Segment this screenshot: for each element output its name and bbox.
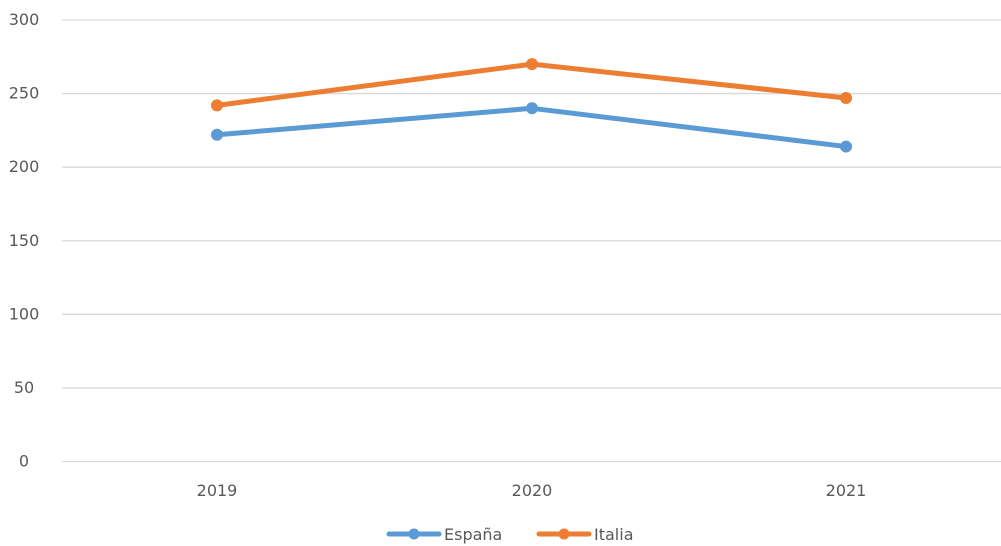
data-point: [840, 140, 852, 153]
y-tick-label: 200: [9, 157, 40, 176]
series-lines: [211, 58, 852, 153]
legend-item: Italia: [536, 525, 634, 544]
legend-marker: [558, 528, 570, 540]
data-point: [526, 102, 538, 115]
series-line: [214, 61, 849, 108]
y-tick-label: 50: [14, 378, 34, 397]
y-tick-label: 100: [9, 304, 40, 323]
data-point: [211, 99, 223, 112]
legend-marker: [408, 528, 420, 540]
legend-label: España: [444, 525, 502, 544]
legend-label: Italia: [594, 525, 634, 544]
x-tick-label: 2019: [197, 481, 238, 500]
x-tick-label: 2021: [826, 481, 867, 500]
gridlines: [62, 19, 1001, 463]
data-point: [526, 58, 538, 71]
data-point: [840, 91, 852, 104]
y-axis-tick-labels: 0 50 100 150 200 250 300: [9, 10, 40, 471]
data-point: [211, 128, 223, 141]
x-tick-label: 2020: [512, 481, 553, 500]
y-tick-label: 150: [9, 231, 40, 250]
x-axis-tick-labels: 2019 2020 2021: [197, 481, 867, 500]
series-Italia: [211, 58, 852, 112]
series-España: [211, 102, 852, 153]
legend-item: España: [386, 525, 502, 544]
y-tick-label: 0: [19, 452, 29, 471]
legend: España Italia: [386, 525, 634, 544]
y-tick-label: 300: [9, 10, 40, 29]
y-tick-label: 250: [9, 84, 40, 103]
